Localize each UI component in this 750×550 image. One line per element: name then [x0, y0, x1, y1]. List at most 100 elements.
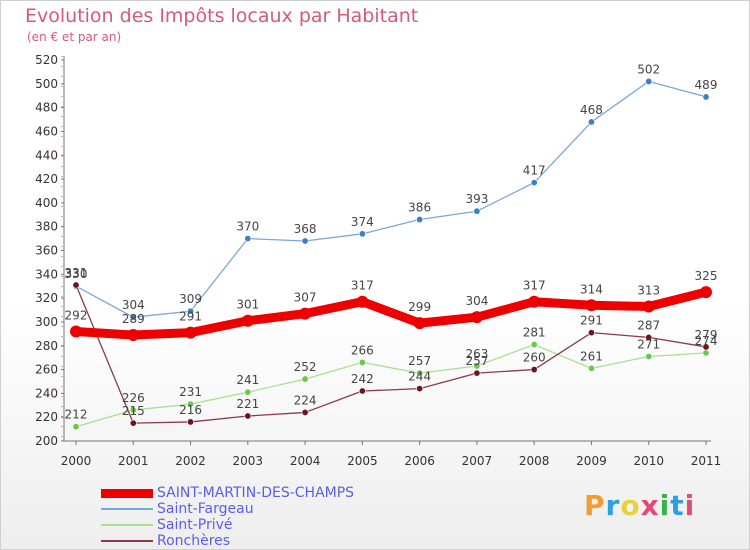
x-tick-label: 2005: [347, 454, 378, 468]
logo-letter: x: [640, 489, 660, 522]
data-point: [587, 329, 595, 337]
data-point: [645, 333, 653, 341]
data-label: 287: [637, 318, 660, 332]
x-tick-label: 2004: [290, 454, 321, 468]
chart-title: Evolution des Impôts locaux par Habitant: [25, 5, 419, 27]
data-point: [416, 216, 424, 224]
data-point: [473, 362, 481, 370]
logo-letter: P: [584, 489, 606, 522]
x-tick-label: 2011: [691, 454, 722, 468]
data-label: 393: [465, 192, 488, 206]
data-label: 257: [465, 354, 488, 368]
data-label: 263: [465, 347, 488, 361]
data-point: [301, 408, 309, 416]
y-tick-label: 340: [35, 267, 58, 281]
data-label: 317: [351, 279, 374, 293]
data-label: 331: [65, 266, 88, 280]
data-label: 368: [294, 222, 317, 236]
x-tick-label: 2000: [61, 454, 92, 468]
data-label: 330: [65, 267, 88, 281]
data-label: 281: [523, 326, 546, 340]
data-point: [127, 329, 140, 342]
data-point: [587, 364, 595, 372]
data-point: [244, 412, 252, 420]
x-tick-label: 2001: [118, 454, 149, 468]
chart-subtitle: (en € et par an): [27, 30, 122, 44]
y-tick-label: 480: [35, 101, 58, 115]
data-point: [129, 419, 137, 427]
data-label: 224: [294, 393, 317, 407]
data-label: 261: [580, 349, 603, 363]
data-point: [187, 400, 195, 408]
data-point: [72, 281, 80, 289]
data-label: 252: [294, 360, 317, 374]
data-label: 301: [236, 298, 259, 312]
data-label: 502: [637, 62, 660, 76]
logo-letter: r: [605, 489, 621, 522]
data-point: [301, 375, 309, 383]
data-point: [645, 77, 653, 85]
data-point: [473, 369, 481, 377]
y-tick-label: 520: [35, 53, 58, 67]
legend-swatch: [101, 540, 153, 542]
x-tick-label: 2010: [633, 454, 664, 468]
y-tick-label: 220: [35, 410, 58, 424]
x-tick-label: 2007: [462, 454, 493, 468]
data-point: [416, 385, 424, 393]
data-label: 304: [465, 294, 488, 308]
y-tick-label: 380: [35, 220, 58, 234]
data-point: [702, 349, 710, 357]
logo-letter: i: [659, 489, 671, 522]
data-label: 289: [122, 312, 145, 326]
y-tick-label: 280: [35, 339, 58, 353]
data-label: 226: [122, 391, 145, 405]
x-tick-label: 2006: [404, 454, 435, 468]
y-tick-label: 200: [35, 434, 58, 448]
y-tick-label: 500: [35, 77, 58, 91]
y-tick-label: 440: [35, 148, 58, 162]
data-point: [645, 352, 653, 360]
data-point: [129, 313, 137, 321]
data-point: [585, 299, 598, 312]
data-label: 292: [65, 308, 88, 322]
y-tick-label: 320: [35, 291, 58, 305]
series-line: [75, 284, 707, 424]
data-label: 299: [408, 300, 431, 314]
data-point: [642, 300, 655, 313]
data-point: [702, 343, 710, 351]
data-label: 257: [408, 354, 431, 368]
data-point: [244, 388, 252, 396]
data-point: [587, 118, 595, 126]
y-tick-label: 240: [35, 386, 58, 400]
data-label: 468: [580, 103, 603, 117]
data-point: [358, 358, 366, 366]
data-label: 271: [637, 337, 660, 351]
data-point: [187, 307, 195, 315]
data-point: [702, 93, 710, 101]
legend-swatch: [101, 488, 153, 498]
y-tick-label: 420: [35, 172, 58, 186]
data-label: 212: [65, 408, 88, 422]
data-label: 307: [294, 291, 317, 305]
logo-letter: o: [620, 489, 641, 522]
data-point: [700, 286, 712, 299]
y-tick-label: 360: [35, 244, 58, 258]
logo-letter: t: [670, 489, 685, 522]
data-label: 313: [637, 283, 660, 297]
data-label: 221: [236, 397, 259, 411]
series-line: [75, 343, 707, 428]
data-label: 317: [523, 279, 546, 293]
legend-label: SAINT-MARTIN-DES-CHAMPS: [157, 485, 355, 501]
y-tick-label: 300: [35, 315, 58, 329]
legend-swatch: [101, 524, 153, 526]
x-tick-label: 2002: [175, 454, 206, 468]
data-label: 314: [580, 282, 603, 296]
data-label: 304: [122, 298, 145, 312]
data-point: [187, 418, 195, 426]
data-point: [416, 369, 424, 377]
data-label: 370: [236, 220, 259, 234]
data-point: [70, 325, 82, 338]
data-label: 386: [408, 201, 431, 215]
x-tick-label: 2008: [519, 454, 550, 468]
